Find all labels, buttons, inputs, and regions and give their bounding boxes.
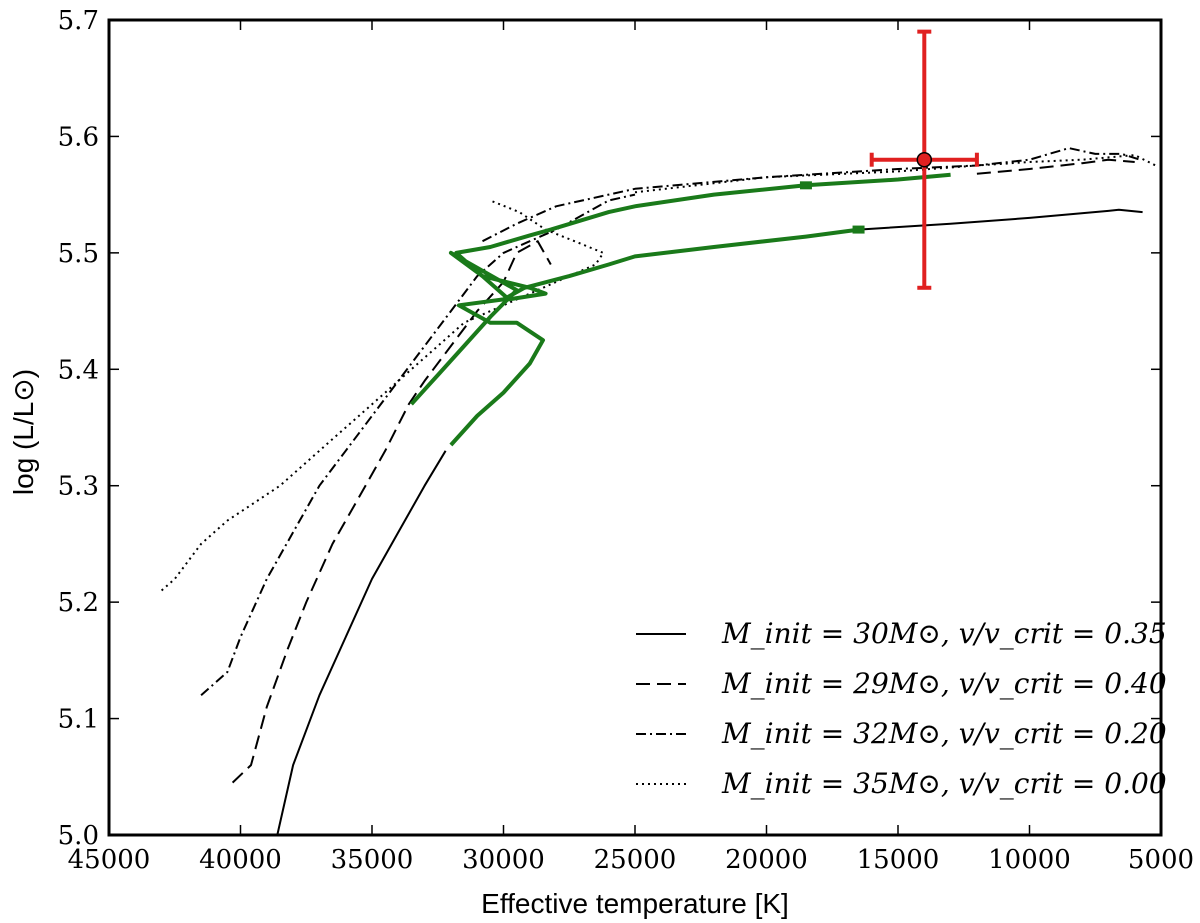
x-axis-ticks: 45000 40000 35000 30000 25000 20000 15000 10000…	[68, 20, 1194, 875]
x-tick-label: 10000	[988, 845, 1071, 875]
series-line-7	[634, 154, 1157, 194]
x-tick-label: 25000	[594, 845, 677, 875]
legend-label: M_init = 32M⊙, v/v_crit = 0.20	[721, 717, 1167, 750]
legend-label: M_init = 35M⊙, v/v_crit = 0.00	[721, 767, 1167, 800]
series-line-0	[276, 450, 447, 835]
y-tick-label: 5.1	[58, 705, 99, 735]
x-axis-title: Effective temperature [K]	[481, 888, 789, 919]
series-line-1	[858, 208, 1143, 231]
plot-area	[107, 18, 1163, 837]
x-tick-label: 5000	[1128, 845, 1194, 875]
y-tick-label: 5.4	[58, 355, 99, 385]
highlight-marker-0	[799, 181, 812, 190]
series-line-8	[409, 172, 951, 406]
legend: M_init = 30M⊙, v/v_crit = 0.35 M_init = 2…	[636, 617, 1167, 800]
y-tick-label: 5.0	[58, 821, 99, 851]
series-line-4	[200, 193, 636, 697]
series-line-2	[231, 240, 552, 784]
legend-label: M_init = 30M⊙, v/v_crit = 0.35	[721, 617, 1167, 650]
x-tick-label: 35000	[331, 845, 414, 875]
series-line-3	[976, 158, 1135, 175]
x-tick-label: 45000	[68, 845, 151, 875]
y-axis-title: log (L/L⊙)	[8, 369, 39, 495]
x-tick-label: 15000	[857, 845, 940, 875]
y-tick-label: 5.7	[58, 6, 99, 36]
series-line-9	[449, 227, 859, 447]
y-tick-label: 5.5	[58, 239, 99, 269]
highlight-marker-1	[852, 225, 865, 234]
y-axis-ticks: 5.0 5.1 5.2 5.3 5.4 5.5 5.6 5.7	[58, 6, 1161, 851]
observation-point	[916, 151, 933, 168]
x-tick-label: 30000	[462, 845, 545, 875]
observation-errorbar	[869, 29, 979, 290]
y-tick-label: 5.2	[58, 588, 99, 618]
y-tick-label: 5.6	[58, 122, 99, 152]
plot-frame	[107, 18, 1163, 837]
series-line-6	[160, 199, 605, 592]
y-tick-label: 5.3	[58, 472, 99, 502]
series-line-5	[482, 147, 1141, 243]
legend-label: M_init = 29M⊙, v/v_crit = 0.40	[721, 667, 1167, 700]
x-tick-label: 20000	[725, 845, 808, 875]
x-tick-label: 40000	[199, 845, 282, 875]
